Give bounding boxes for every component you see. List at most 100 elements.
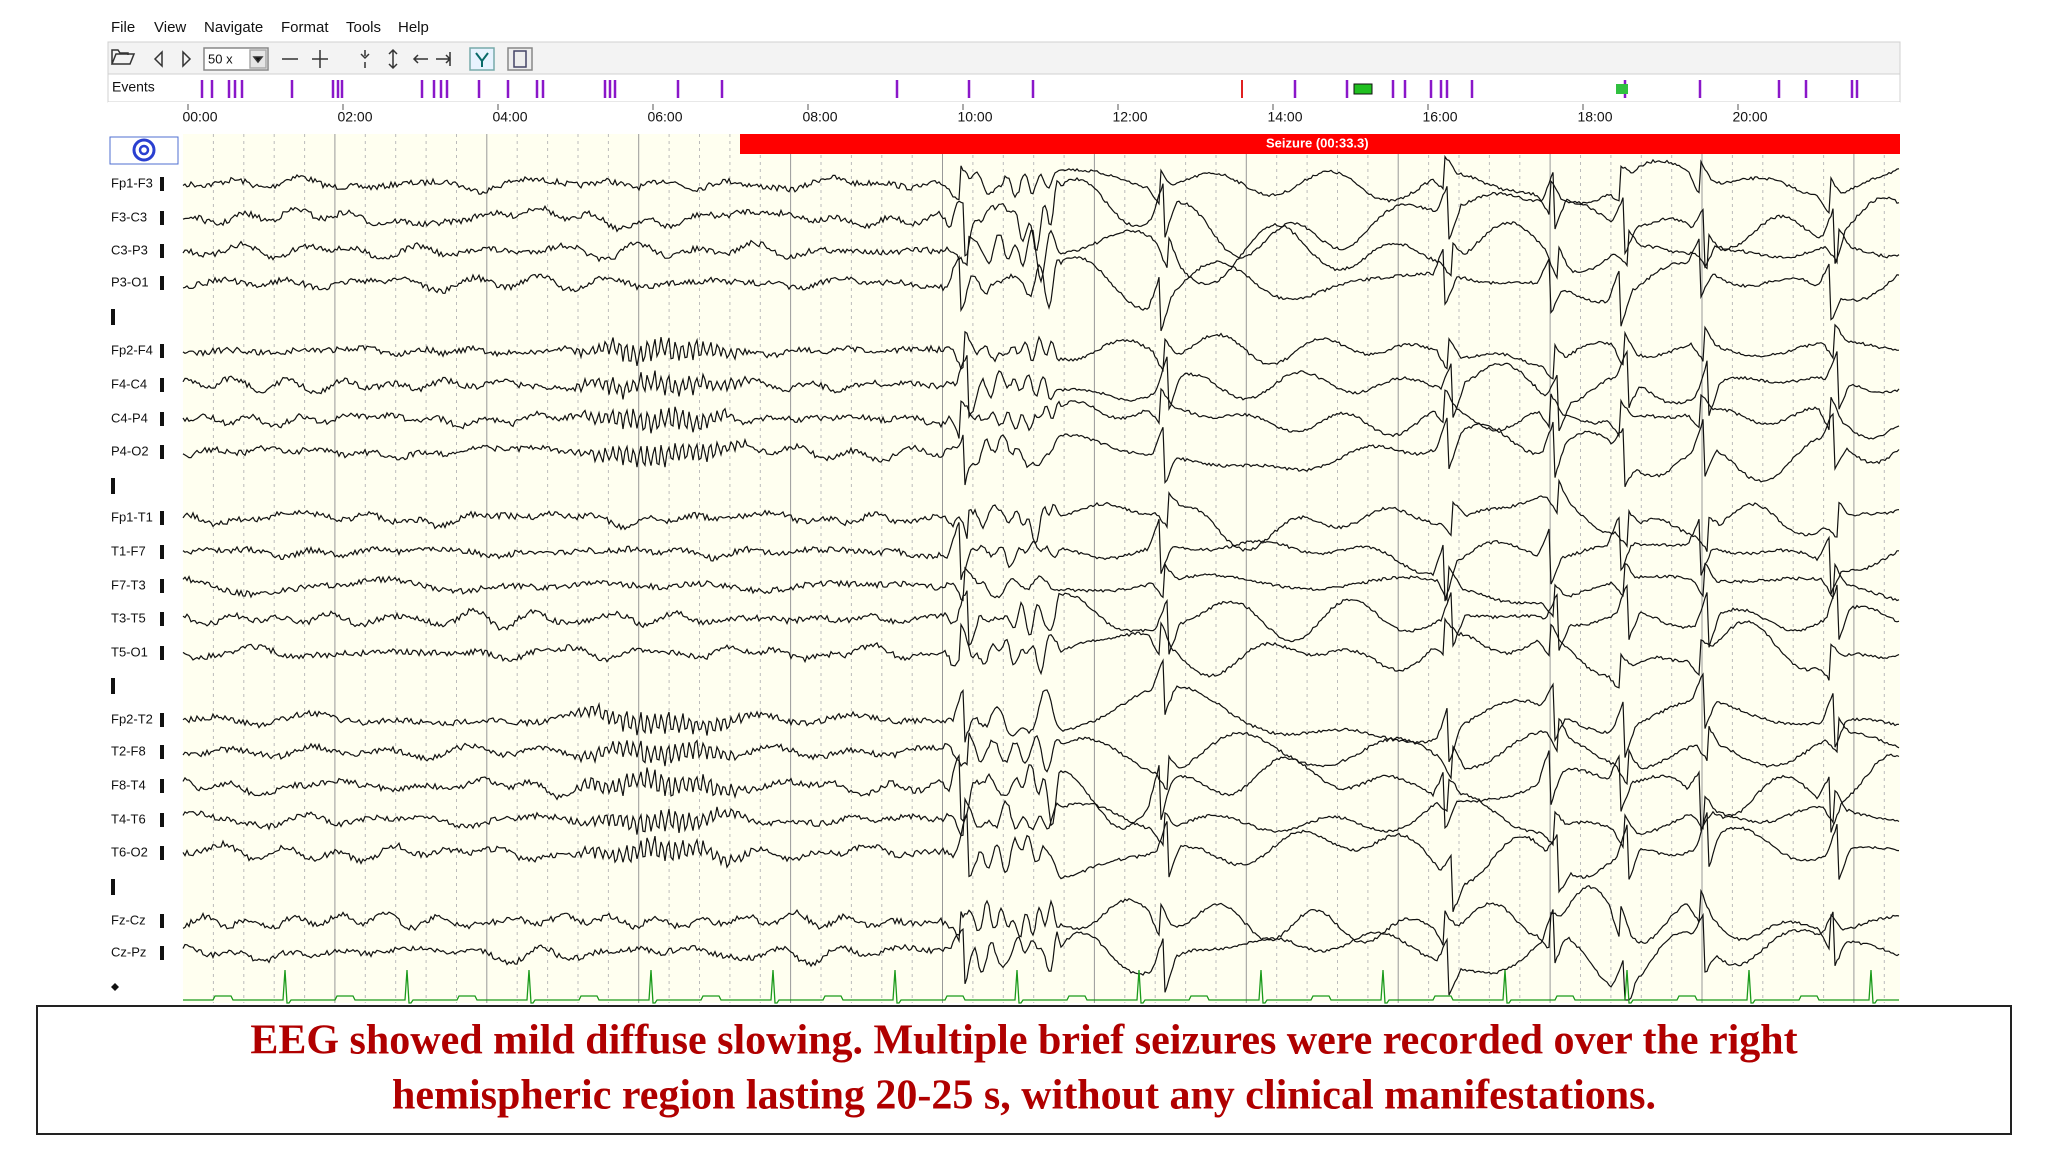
- channel-icon: [160, 914, 164, 928]
- channel-label[interactable]: T2-F8: [111, 743, 146, 758]
- channel-label[interactable]: Fp2-T2: [111, 711, 153, 726]
- eeg-trace: [182, 238, 1900, 332]
- gain-icons[interactable]: [360, 48, 398, 70]
- timeline-label: 14:00: [1267, 109, 1302, 125]
- menu-item[interactable]: Tools: [346, 19, 381, 36]
- channel-icon: [160, 344, 164, 358]
- channel-label[interactable]: T5-O1: [111, 644, 148, 659]
- channel-labels: Fp1-F3 F3-C3 C3-P3 P3-O1 Fp2-F4 F4-C4 C4-P4 P4-…: [111, 175, 164, 991]
- eeg-trace: [182, 561, 1900, 619]
- eeg-trace: [182, 387, 1900, 440]
- channel-icon: [160, 177, 164, 191]
- ecg-trace: [183, 969, 1899, 1004]
- menu-item[interactable]: File: [111, 19, 135, 36]
- timeline-label: 02:00: [337, 109, 372, 125]
- timeline-labels: 00:00 02:00 04:00 06:00 08:00 10:00 12:00 14:00…: [182, 104, 1768, 125]
- eeg-trace: [182, 778, 1900, 850]
- zoom-value: 50 x: [208, 51, 233, 66]
- channel-label[interactable]: F7-T3: [111, 577, 146, 592]
- channel-label[interactable]: Cz-Pz: [111, 944, 146, 959]
- channel-icon: [160, 779, 164, 793]
- seizure-bar[interactable]: [740, 134, 1900, 154]
- channel-label[interactable]: Fp1-F3: [111, 175, 153, 190]
- menu-item[interactable]: Navigate: [204, 19, 263, 36]
- channel-label[interactable]: Fz-Cz: [111, 912, 146, 927]
- channel-label[interactable]: F8-T4: [111, 777, 146, 792]
- eeg-trace: [182, 478, 1900, 553]
- channel-icon: [160, 211, 164, 225]
- timeline-label: 18:00: [1577, 109, 1612, 125]
- channel-label[interactable]: C4-P4: [111, 410, 148, 425]
- eeg-trace: [182, 516, 1899, 602]
- channel-icon: [160, 713, 164, 727]
- channel-label[interactable]: F3-C3: [111, 209, 147, 224]
- channel-label[interactable]: T1-F7: [111, 543, 146, 558]
- group-separator: [111, 309, 115, 325]
- eeg-trace: [182, 909, 1900, 1001]
- eeg-trace: [182, 584, 1900, 655]
- event-marker[interactable]: [1353, 83, 1373, 95]
- toolbar-icons: [110, 47, 533, 71]
- timeline-label: 12:00: [1112, 109, 1147, 125]
- eeg-traces: [182, 154, 1900, 1004]
- eeg-trace: [182, 750, 1900, 833]
- channel-label[interactable]: P4-O2: [111, 443, 149, 458]
- time-grid: [212, 134, 1885, 1003]
- timeline-label: 20:00: [1732, 109, 1767, 125]
- channel-icon: [160, 846, 164, 860]
- open-icon[interactable]: [110, 49, 136, 65]
- eeg-trace: [182, 349, 1900, 432]
- events-row: [107, 73, 1901, 103]
- prev-icon[interactable]: [153, 50, 163, 68]
- group-separator: [111, 879, 115, 895]
- eeg-trace: [182, 221, 1900, 286]
- eeg-trace: [182, 172, 1900, 269]
- event-markers: [200, 80, 1859, 98]
- channel-label[interactable]: P3-O1: [111, 274, 149, 289]
- channel-icon: [160, 745, 164, 759]
- caption-box: [36, 1005, 2012, 1135]
- eeg-trace: [182, 812, 1900, 912]
- timeline-label: 16:00: [1422, 109, 1457, 125]
- eeg-trace: [182, 154, 1900, 215]
- menu-item[interactable]: View: [154, 19, 186, 36]
- channel-label[interactable]: T3-T5: [111, 610, 146, 625]
- eeg-trace: [182, 412, 1900, 488]
- toolbar: [107, 41, 1901, 75]
- channel-icon: [160, 511, 164, 525]
- time-icons[interactable]: [412, 52, 452, 66]
- event-marker[interactable]: [1616, 84, 1628, 94]
- channel-icon: [160, 813, 164, 827]
- group-separator: [111, 478, 115, 494]
- eeg-trace: [182, 658, 1900, 763]
- channel-label[interactable]: T4-T6: [111, 811, 146, 826]
- menu-item[interactable]: Help: [398, 19, 429, 36]
- channel-label[interactable]: Fp2-F4: [111, 342, 153, 357]
- timeline-label: 04:00: [492, 109, 527, 125]
- channel-label[interactable]: Fp1-T1: [111, 509, 153, 524]
- next-icon[interactable]: [182, 50, 192, 68]
- eeg-trace: [182, 323, 1900, 380]
- eeg-trace: [182, 616, 1900, 689]
- timeline-label: 06:00: [647, 109, 682, 125]
- channel-label[interactable]: C3-P3: [111, 242, 148, 257]
- channel-icon: [160, 612, 164, 626]
- caption-line: hemispheric region lasting 20-25 s, with…: [392, 1073, 1656, 1119]
- channel-label[interactable]: F4-C4: [111, 376, 147, 391]
- caption-line: EEG showed mild diffuse slowing. Multipl…: [250, 1018, 1797, 1064]
- channel-icon: [160, 545, 164, 559]
- timeline-label: 08:00: [802, 109, 837, 125]
- menu-item[interactable]: Format: [281, 19, 329, 36]
- timeline-label: 10:00: [957, 109, 992, 125]
- seizure-label: Seizure (00:33.3): [1266, 135, 1369, 150]
- timeline: [108, 102, 1900, 132]
- channel-icon: [160, 276, 164, 290]
- channel-icon: [160, 579, 164, 593]
- group-separator: [111, 678, 115, 694]
- channel-label[interactable]: T6-O2: [111, 844, 148, 859]
- scale-icons[interactable]: [282, 50, 328, 68]
- channel-icon: [160, 378, 164, 392]
- channel-icon: [160, 646, 164, 660]
- ecg-icon: [111, 983, 119, 991]
